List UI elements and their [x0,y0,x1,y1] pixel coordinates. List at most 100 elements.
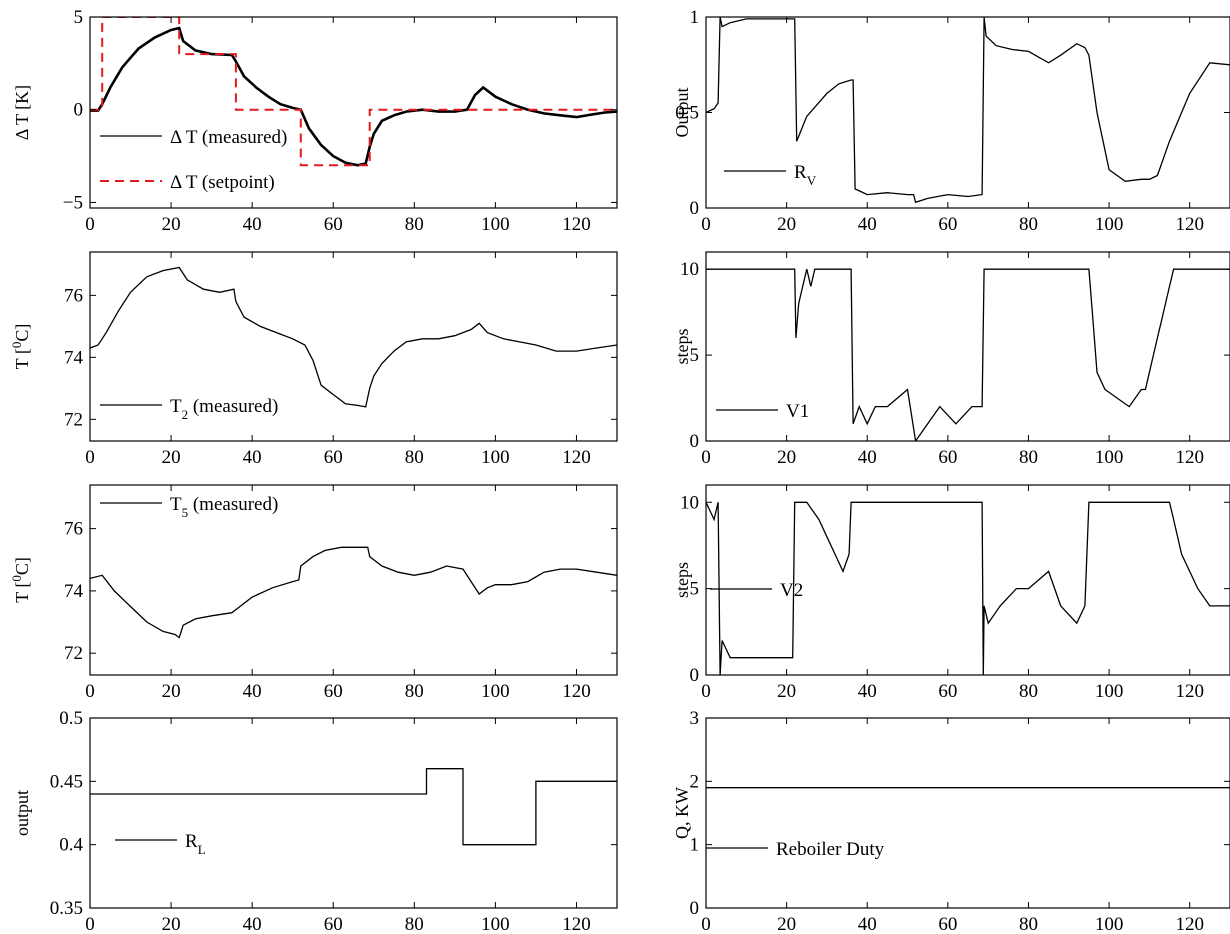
xtick-label: 40 [243,914,262,934]
ylabel-p1: Δ T [K] [12,85,32,140]
ytick-label: 5 [690,579,700,600]
ytick-label: 0 [690,431,700,452]
xtick-label: 100 [481,447,510,468]
series-p2-0 [706,17,1230,204]
xtick-label: 0 [85,681,95,702]
xtick-label: 100 [481,681,510,702]
xtick-label: 0 [85,214,95,235]
legend-label: RV [794,162,817,188]
ytick-label: 5 [690,345,700,366]
xtick-label: 80 [405,214,424,235]
xtick-label: 20 [777,447,796,468]
xtick-label: 20 [162,214,181,235]
ytick-label: 1 [690,7,700,28]
axes-box-p7 [89,717,618,909]
xtick-label: 60 [324,914,343,934]
xtick-label: 60 [324,214,343,235]
series-p7-0 [90,768,617,846]
xtick-label: 40 [858,214,877,235]
xtick-label: 60 [938,214,957,235]
legend-label: T5 (measured) [170,494,278,520]
xtick-label: 120 [562,681,591,702]
ytick-label: 10 [680,492,699,513]
xtick-label: 120 [1175,681,1204,702]
xtick-label: 40 [858,447,877,468]
panel-p5: 0 20 40 60 80 100 120 72 74 76 T [0C] T5 (measured) [9,484,618,702]
legend-label: RL [185,831,206,857]
xtick-label: 0 [701,214,711,235]
xtick-label: 40 [243,214,262,235]
xtick-label: 40 [243,447,262,468]
xtick-label: 80 [1019,214,1038,235]
ylabel-p8: Q, KW [672,787,692,839]
panel-p3: 0 20 40 60 80 100 120 72 74 76 T [0C] T2 (measured) [9,251,618,468]
xtick-label: 0 [701,447,711,468]
ytick-label: 10 [680,259,699,280]
ytick-label: 0.45 [50,771,83,792]
xtick-label: 60 [938,914,957,934]
xtick-label: 80 [405,681,424,702]
xtick-label: 40 [858,914,877,934]
xtick-label: 20 [777,214,796,235]
ytick-label: 76 [64,285,83,306]
axes-box-p8 [705,717,1230,909]
axes-box-p1 [89,16,618,209]
legend-label: Δ T (measured) [170,127,287,148]
ytick-label: 76 [64,519,83,540]
xtick-label: 60 [324,681,343,702]
series-p5-0 [90,546,617,639]
panel-p4: 0 20 40 60 80 100 120 0 5 10 steps V1 [672,251,1230,468]
ytick-label: −5 [63,192,83,213]
xtick-label: 80 [405,914,424,934]
panel-p2: 0 20 40 60 80 100 120 0 0.5 1 Output RV [672,7,1230,235]
xtick-label: 80 [405,447,424,468]
ytick-label: 0.35 [50,898,83,919]
xtick-label: 0 [85,914,95,934]
axes-box-p3 [89,251,618,442]
legend-label: Δ T (setpoint) [170,172,275,193]
legend-label: V2 [780,580,803,601]
ylabel-p3: T [0C] [9,324,32,370]
xtick-label: 100 [481,214,510,235]
xtick-label: 20 [777,914,796,934]
ytick-label: 74 [64,581,84,602]
xtick-label: 120 [562,214,591,235]
xtick-label: 0 [85,447,95,468]
xtick-label: 0 [701,914,711,934]
ytick-label: 0 [74,100,84,121]
ylabel-p7: output [12,790,32,836]
panel-p6: 0 20 40 60 80 100 120 0 5 10 steps V2 [672,484,1230,702]
ylabel-p6: steps [672,562,692,598]
ylabel-p5: T [0C] [9,557,32,603]
xtick-label: 120 [1175,214,1204,235]
xtick-label: 0 [701,681,711,702]
ytick-label: 3 [690,708,700,729]
axes-box-p2 [705,16,1230,209]
xtick-label: 120 [562,447,591,468]
series-p4-0 [706,268,1230,441]
ytick-label: 0 [690,665,700,686]
panel-p7: 0204060801001200.350.40.450.5outputtime,… [12,708,618,934]
xtick-label: 100 [1095,914,1124,934]
ytick-label: 0.5 [675,103,699,124]
legend-label: V1 [786,401,809,422]
xtick-label: 20 [777,681,796,702]
xtick-label: 40 [243,681,262,702]
ylabel-p4: steps [672,329,692,365]
series-p1-0 [90,26,617,167]
series-p6-0 [706,501,1230,675]
xtick-label: 60 [938,681,957,702]
axes-box-p6 [705,484,1230,676]
legend-label: T2 (measured) [170,396,278,422]
xtick-label: 100 [481,914,510,934]
ytick-label: 0.5 [59,708,83,729]
series-p3-0 [90,266,617,408]
xtick-label: 100 [1095,214,1124,235]
ytick-label: 0.4 [59,835,83,856]
legend-label: Reboiler Duty [776,839,885,860]
xtick-label: 120 [1175,447,1204,468]
xtick-label: 40 [858,681,877,702]
